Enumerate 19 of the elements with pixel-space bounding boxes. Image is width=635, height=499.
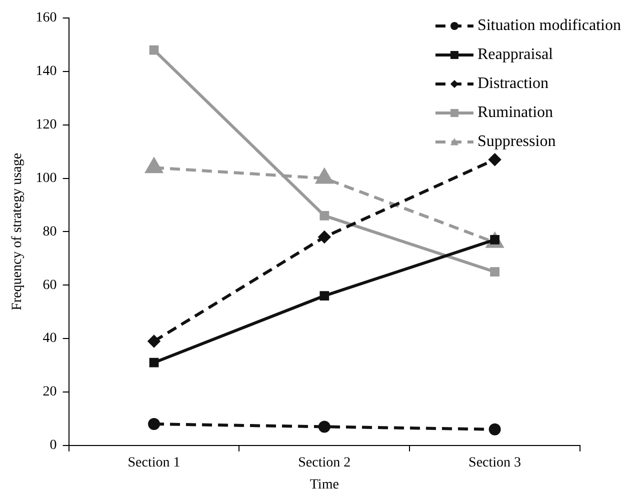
x-tick-label: Section 1 — [128, 455, 180, 470]
y-tick-label: 140 — [36, 64, 57, 80]
legend-label: Reappraisal — [477, 46, 554, 64]
y-tick-label: 20 — [42, 384, 57, 400]
legend-label: Suppression — [477, 133, 556, 150]
x-tick-label: Section 3 — [468, 455, 522, 470]
legend-label: Situation modification — [477, 17, 622, 34]
legend-label: Distraction — [477, 75, 549, 92]
y-tick-label: 100 — [36, 170, 57, 186]
y-axis-title: Frequency of strategy usage — [10, 152, 26, 310]
x-tick-label: Section 2 — [298, 455, 351, 470]
y-tick-label: 160 — [36, 10, 57, 26]
y-tick-label: 80 — [42, 224, 57, 240]
x-axis-title: Time — [310, 477, 339, 492]
y-tick-label: 60 — [42, 278, 57, 293]
y-tick-label: 120 — [36, 118, 57, 133]
y-tick-label: 40 — [42, 331, 57, 346]
y-tick-label: 0 — [50, 438, 57, 454]
legend-label: Rumination — [477, 104, 554, 122]
